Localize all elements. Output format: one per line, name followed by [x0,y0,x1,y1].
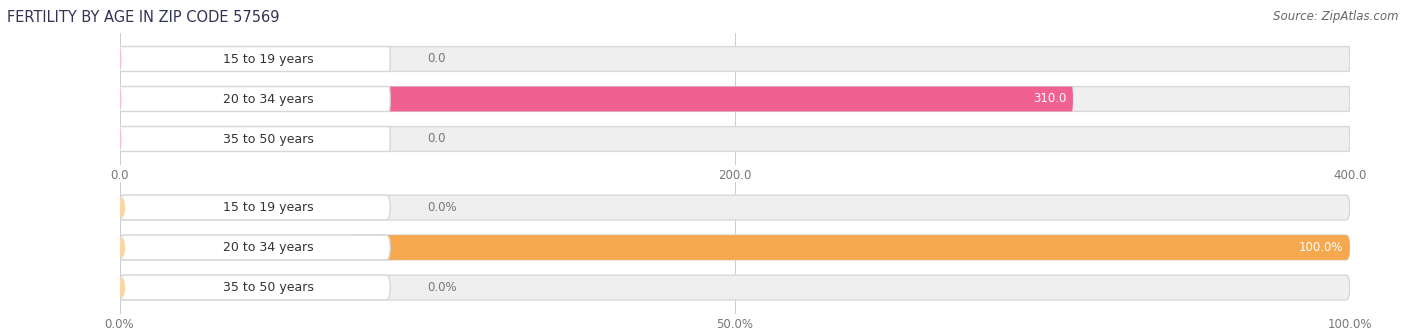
Circle shape [118,278,125,297]
FancyBboxPatch shape [350,86,1073,112]
FancyBboxPatch shape [120,275,1350,300]
FancyBboxPatch shape [120,127,1350,151]
FancyBboxPatch shape [120,47,391,71]
Text: 15 to 19 years: 15 to 19 years [224,201,314,214]
Circle shape [120,130,121,148]
FancyBboxPatch shape [120,47,1350,71]
FancyBboxPatch shape [120,235,391,260]
Circle shape [118,198,125,217]
Text: 20 to 34 years: 20 to 34 years [224,241,314,254]
Text: 35 to 50 years: 35 to 50 years [224,281,314,294]
Text: 20 to 34 years: 20 to 34 years [224,92,314,106]
Circle shape [120,90,121,108]
FancyBboxPatch shape [120,86,391,112]
FancyBboxPatch shape [120,275,391,300]
Text: 0.0%: 0.0% [427,201,457,214]
Circle shape [118,238,125,257]
Text: 15 to 19 years: 15 to 19 years [224,52,314,65]
Text: 0.0: 0.0 [427,52,446,65]
Text: 310.0: 310.0 [1033,92,1067,106]
FancyBboxPatch shape [120,86,1350,112]
FancyBboxPatch shape [120,127,391,151]
Text: 100.0%: 100.0% [1299,241,1344,254]
Text: 0.0: 0.0 [427,133,446,146]
Text: Source: ZipAtlas.com: Source: ZipAtlas.com [1274,10,1399,23]
Text: 35 to 50 years: 35 to 50 years [224,133,314,146]
Circle shape [120,50,121,68]
Text: 0.0%: 0.0% [427,281,457,294]
FancyBboxPatch shape [120,235,1350,260]
FancyBboxPatch shape [120,195,391,220]
Text: FERTILITY BY AGE IN ZIP CODE 57569: FERTILITY BY AGE IN ZIP CODE 57569 [7,10,280,25]
FancyBboxPatch shape [350,235,1350,260]
FancyBboxPatch shape [120,195,1350,220]
